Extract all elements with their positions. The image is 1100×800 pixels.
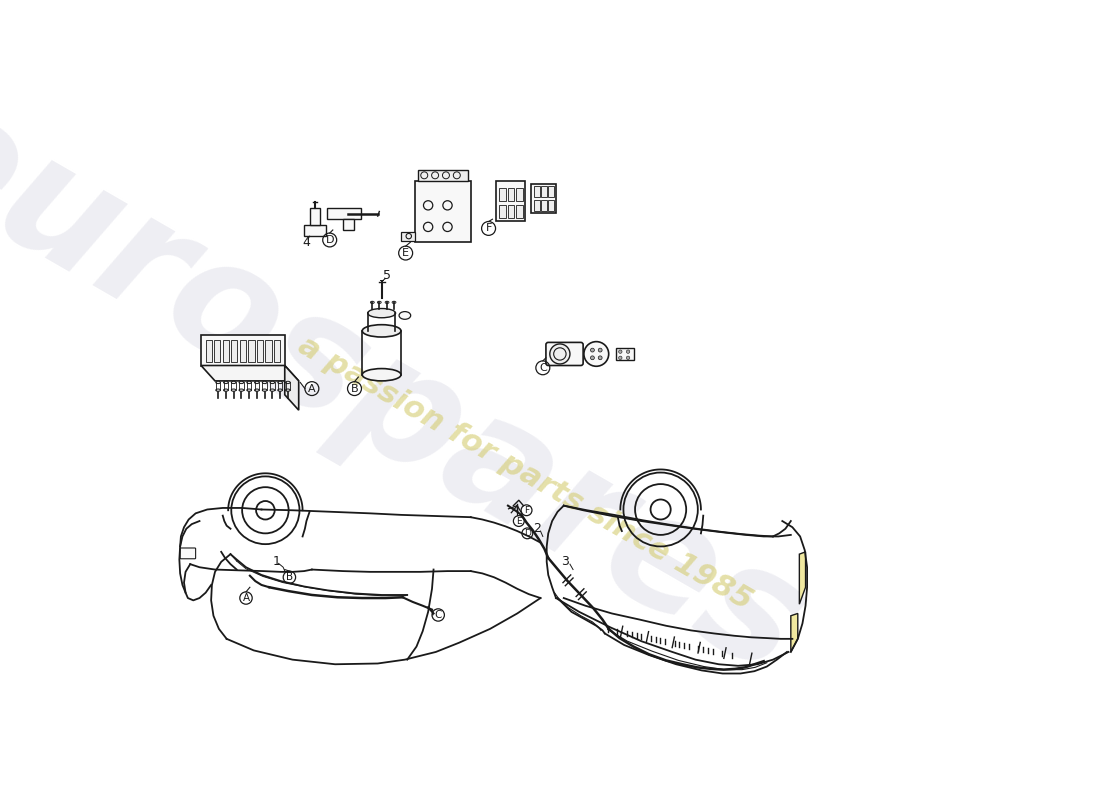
Bar [517, 206, 522, 218]
Ellipse shape [278, 389, 283, 391]
Bar [541, 200, 547, 210]
Ellipse shape [270, 389, 275, 391]
Circle shape [626, 356, 630, 359]
Bar [231, 340, 238, 362]
Bar [535, 186, 540, 197]
Ellipse shape [254, 389, 260, 391]
Bar [541, 186, 547, 197]
Ellipse shape [377, 302, 382, 303]
Text: eurospares: eurospares [0, 69, 830, 708]
Text: 3: 3 [561, 555, 569, 568]
Circle shape [598, 356, 602, 360]
Ellipse shape [392, 302, 396, 303]
Ellipse shape [246, 389, 252, 391]
Ellipse shape [223, 382, 228, 383]
Bar [499, 188, 506, 201]
Bar [309, 209, 320, 226]
Bar [240, 340, 246, 362]
FancyBboxPatch shape [180, 548, 196, 558]
FancyBboxPatch shape [546, 342, 583, 366]
Text: E: E [403, 248, 409, 258]
Bar [616, 348, 634, 360]
Text: 2: 2 [534, 522, 541, 535]
Ellipse shape [223, 389, 228, 391]
Text: D: D [326, 235, 334, 245]
Bar [328, 209, 362, 219]
Text: A: A [308, 383, 316, 394]
Polygon shape [201, 334, 285, 366]
Circle shape [598, 348, 602, 352]
Bar [508, 188, 514, 201]
Text: B: B [286, 572, 293, 582]
Ellipse shape [371, 302, 374, 303]
Circle shape [584, 342, 608, 366]
Circle shape [618, 350, 621, 354]
Bar [535, 200, 540, 210]
Bar [548, 200, 553, 210]
Ellipse shape [239, 382, 244, 383]
Ellipse shape [362, 369, 402, 381]
Ellipse shape [278, 382, 283, 383]
Bar [548, 186, 553, 197]
Text: a passion for parts since 1985: a passion for parts since 1985 [293, 331, 757, 616]
Bar [517, 188, 522, 201]
Ellipse shape [262, 382, 267, 383]
Bar [214, 340, 220, 362]
Bar [222, 340, 229, 362]
Text: E: E [516, 517, 521, 526]
Bar [418, 170, 468, 181]
Ellipse shape [262, 389, 267, 391]
Circle shape [626, 350, 630, 354]
Bar [265, 340, 272, 362]
Bar [304, 226, 326, 236]
Text: D: D [524, 529, 531, 538]
Bar [206, 340, 212, 362]
Ellipse shape [254, 382, 260, 383]
Ellipse shape [246, 382, 252, 383]
Bar [495, 181, 525, 221]
Bar [402, 231, 415, 241]
Polygon shape [791, 614, 798, 652]
Ellipse shape [385, 302, 389, 303]
Polygon shape [201, 366, 299, 381]
Ellipse shape [286, 382, 290, 383]
Ellipse shape [270, 382, 275, 383]
Text: F: F [524, 506, 529, 514]
Text: 1: 1 [273, 555, 280, 568]
Text: 4: 4 [302, 236, 310, 249]
Circle shape [591, 348, 594, 352]
Text: A: A [242, 593, 250, 603]
Text: F: F [485, 223, 492, 234]
Ellipse shape [399, 311, 410, 319]
Text: C: C [434, 610, 442, 620]
Bar [343, 219, 354, 230]
Ellipse shape [231, 382, 235, 383]
Text: B: B [351, 383, 359, 394]
Ellipse shape [362, 325, 402, 337]
Ellipse shape [231, 389, 235, 391]
Circle shape [618, 356, 621, 359]
Text: 5: 5 [383, 269, 392, 282]
Circle shape [550, 344, 570, 364]
Bar [499, 206, 506, 218]
Ellipse shape [239, 389, 244, 391]
Bar [249, 340, 254, 362]
Bar [531, 184, 556, 213]
Bar [274, 340, 280, 362]
Ellipse shape [367, 309, 396, 318]
Ellipse shape [286, 389, 290, 391]
Ellipse shape [216, 382, 220, 383]
Bar [508, 206, 514, 218]
Circle shape [591, 356, 594, 360]
Text: C: C [539, 363, 547, 373]
Polygon shape [285, 366, 299, 410]
Ellipse shape [216, 389, 220, 391]
Bar [257, 340, 263, 362]
Polygon shape [800, 552, 805, 604]
Bar [415, 181, 471, 242]
